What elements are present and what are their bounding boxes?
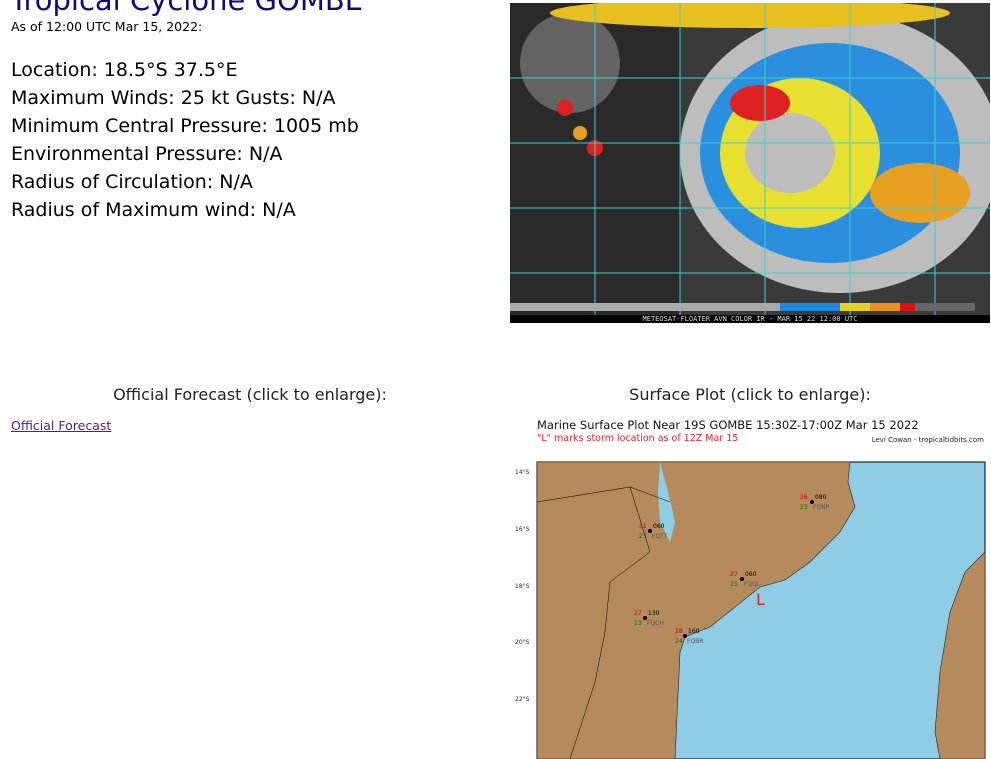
svg-text:060: 060 <box>653 523 665 530</box>
lat-label: 16°S <box>515 526 530 533</box>
lat-label: 20°S <box>515 639 530 646</box>
surface-map: 14°S 16°S 18°S 20°S 22°S L 26 080 23 FQNP 31 060… <box>515 461 986 759</box>
station-fqch: 27 130 23 FQCH <box>634 610 664 627</box>
svg-text:23: 23 <box>800 504 808 511</box>
location: Location: 18.5°S 37.5°E <box>11 59 238 81</box>
svg-text:FQBR: FQBR <box>687 638 703 645</box>
env-pressure: Environmental Pressure: N/A <box>11 143 283 165</box>
forecast-heading: Official Forecast (click to enlarge): <box>113 385 387 404</box>
lat-label: 18°S <box>515 583 530 590</box>
min-pressure: Minimum Central Pressure: 1005 mb <box>11 115 359 137</box>
radius-circulation: Radius of Circulation: N/A <box>11 171 253 193</box>
svg-text:31: 31 <box>639 523 647 530</box>
svg-text:27: 27 <box>730 571 738 578</box>
surface-plot-credit: Levi Cowan - tropicaltidbits.com <box>871 436 984 444</box>
storm-stats: Location: 18.5°S 37.5°E Maximum Winds: 2… <box>11 56 359 224</box>
radius-max-wind: Radius of Maximum wind: N/A <box>11 199 296 221</box>
svg-text:130: 130 <box>648 610 660 617</box>
lat-label: 22°S <box>515 696 530 703</box>
svg-text:23: 23 <box>634 620 642 627</box>
svg-text:FQQL: FQQL <box>744 581 761 588</box>
svg-text:FQNP: FQNP <box>813 504 830 511</box>
surface-plot-image[interactable]: Marine Surface Plot Near 19S GOMBE 15:30… <box>510 412 990 759</box>
svg-text:FQTT: FQTT <box>652 533 668 540</box>
satellite-image[interactable]: METEOSAT-FLOATER AVN COLOR IR - MAR 15 2… <box>510 3 990 323</box>
svg-text:24: 24 <box>675 638 683 645</box>
station-fqql: 27 060 25 FQQL <box>730 571 761 588</box>
surface-plot-subtitle: "L" marks storm location as of 12Z Mar 1… <box>537 433 739 444</box>
surface-plot-heading: Surface Plot (click to enlarge): <box>629 385 871 404</box>
lat-label: 14°S <box>515 469 530 476</box>
svg-text:26: 26 <box>800 494 808 501</box>
surface-plot-title: Marine Surface Plot Near 19S GOMBE 15:30… <box>537 418 919 432</box>
station-fqbr: 28 160 24 FQBR <box>675 628 703 645</box>
svg-text:FQCH: FQCH <box>647 620 664 627</box>
official-forecast-link[interactable]: Official Forecast <box>11 418 112 433</box>
svg-text:080: 080 <box>815 494 827 501</box>
svg-text:160: 160 <box>688 628 700 635</box>
station-fqtt: 31 060 23 FQTT <box>639 523 668 540</box>
satellite-caption: METEOSAT-FLOATER AVN COLOR IR - MAR 15 2… <box>510 315 990 323</box>
svg-text:27: 27 <box>634 610 642 617</box>
svg-text:25: 25 <box>730 581 738 588</box>
svg-text:23: 23 <box>639 533 647 540</box>
max-winds: Maximum Winds: 25 kt Gusts: N/A <box>11 87 336 109</box>
as-of-timestamp: As of 12:00 UTC Mar 15, 2022: <box>11 19 203 34</box>
svg-text:28: 28 <box>675 628 683 635</box>
storm-marker: L <box>756 590 765 609</box>
page-title: Tropical Cyclone GOMBE <box>10 0 364 17</box>
station-fqnp: 26 080 23 FQNP <box>800 494 830 511</box>
svg-text:060: 060 <box>745 571 757 578</box>
